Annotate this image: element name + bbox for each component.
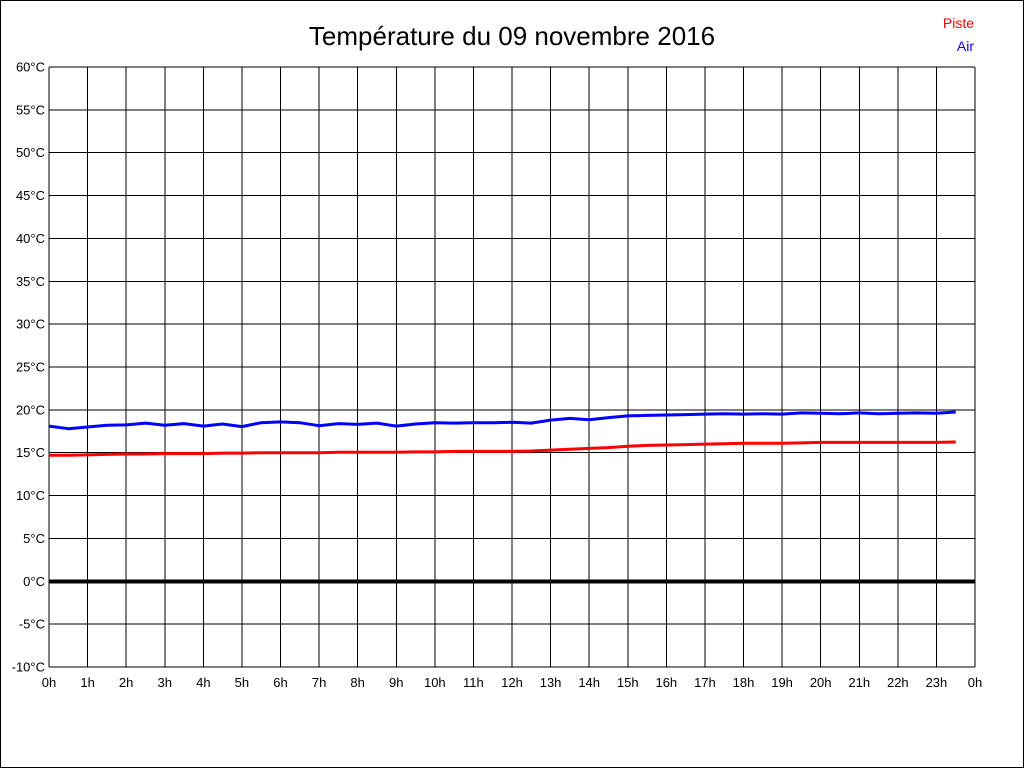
y-axis-label: 50°C xyxy=(16,145,45,160)
x-axis-label: 17h xyxy=(694,675,716,690)
y-axis-label: 5°C xyxy=(23,531,45,546)
legend: Piste Air xyxy=(943,12,974,58)
legend-piste-label: Piste xyxy=(942,15,974,31)
y-axis-label: -10°C xyxy=(12,660,45,675)
y-axis-label: 0°C xyxy=(23,574,45,589)
y-axis-label: 55°C xyxy=(16,102,45,117)
y-axis-label: 35°C xyxy=(16,274,45,289)
x-axis-label: 20h xyxy=(810,675,832,690)
x-axis-label: 9h xyxy=(389,675,403,690)
x-axis-label: 15h xyxy=(617,675,639,690)
x-axis-label: 22h xyxy=(887,675,909,690)
y-axis-label: 40°C xyxy=(16,231,45,246)
y-axis-label: 45°C xyxy=(16,188,45,203)
y-axis-label: 60°C xyxy=(16,60,45,75)
x-axis-label: 18h xyxy=(733,675,755,690)
x-axis-label: 16h xyxy=(655,675,677,690)
x-axis-label: 3h xyxy=(158,675,172,690)
x-axis-label: 13h xyxy=(540,675,562,690)
y-axis-label: 20°C xyxy=(16,402,45,417)
y-axis-label: 10°C xyxy=(16,488,45,503)
x-axis-label: 7h xyxy=(312,675,326,690)
y-axis-label: 15°C xyxy=(16,445,45,460)
x-axis-label: 8h xyxy=(350,675,364,690)
x-axis-label: 0h xyxy=(968,675,982,690)
x-axis-label: 23h xyxy=(926,675,948,690)
x-axis-label: 4h xyxy=(196,675,210,690)
y-axis-label: 30°C xyxy=(16,317,45,332)
y-axis-label: -5°C xyxy=(19,617,45,632)
x-axis-label: 6h xyxy=(273,675,287,690)
x-axis-label: 11h xyxy=(463,675,484,690)
x-axis-label: 10h xyxy=(424,675,446,690)
y-axis-label: 25°C xyxy=(16,360,45,375)
x-axis-label: 19h xyxy=(771,675,793,690)
x-axis-label: 1h xyxy=(80,675,94,690)
x-axis-label: 2h xyxy=(119,675,133,690)
legend-air-label: Air xyxy=(956,38,974,54)
x-axis-label: 21h xyxy=(848,675,870,690)
x-axis-label: 0h xyxy=(42,675,56,690)
piste-line xyxy=(49,440,956,457)
x-axis-label: 12h xyxy=(501,675,523,690)
x-axis-label: 5h xyxy=(235,675,249,690)
chart-title: Température du 09 novembre 2016 xyxy=(308,21,716,51)
x-axis-label: 14h xyxy=(578,675,600,690)
air-line xyxy=(48,410,956,431)
